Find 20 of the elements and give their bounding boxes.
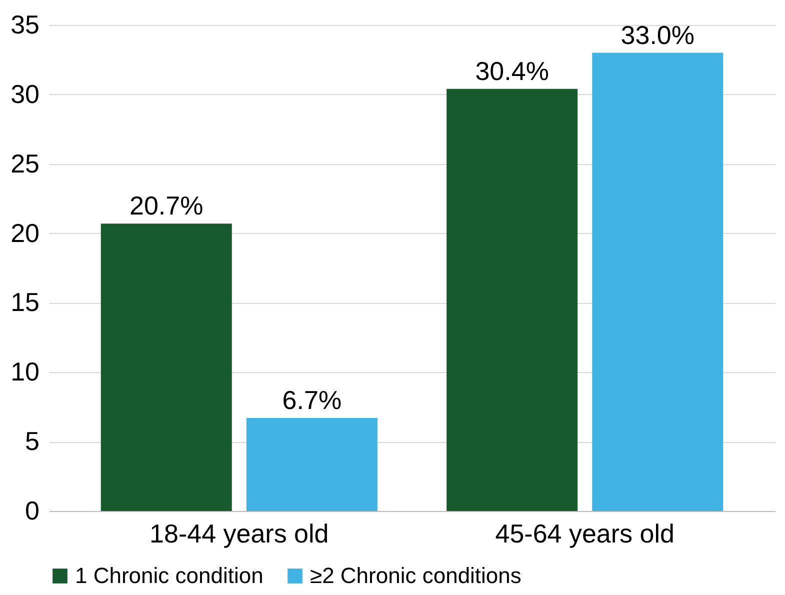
y-tick-label: 5 bbox=[25, 426, 40, 456]
data-label: 30.4% bbox=[475, 56, 549, 86]
y-tick-label: 15 bbox=[10, 287, 40, 318]
data-label: 33.0% bbox=[620, 20, 695, 50]
y-tick-label: 35 bbox=[10, 10, 40, 40]
y-tick-label: 25 bbox=[10, 148, 40, 178]
bar bbox=[100, 224, 232, 511]
data-label: 6.7% bbox=[282, 384, 342, 415]
y-tick-label: 0 bbox=[25, 496, 40, 526]
x-tick-label: 45-64 years old bbox=[495, 518, 674, 548]
bar bbox=[246, 418, 378, 511]
y-tick-label: 20 bbox=[10, 218, 40, 248]
data-label: 20.7% bbox=[129, 190, 204, 221]
bar bbox=[592, 52, 724, 511]
legend-label: 1 Chronic condition bbox=[75, 563, 264, 588]
y-tick-label: 10 bbox=[10, 356, 40, 387]
bar bbox=[446, 88, 578, 511]
x-tick-label: 18-44 years old bbox=[150, 518, 329, 548]
y-tick-label: 30 bbox=[10, 78, 40, 109]
legend-label: ≥2 Chronic conditions bbox=[310, 563, 522, 588]
